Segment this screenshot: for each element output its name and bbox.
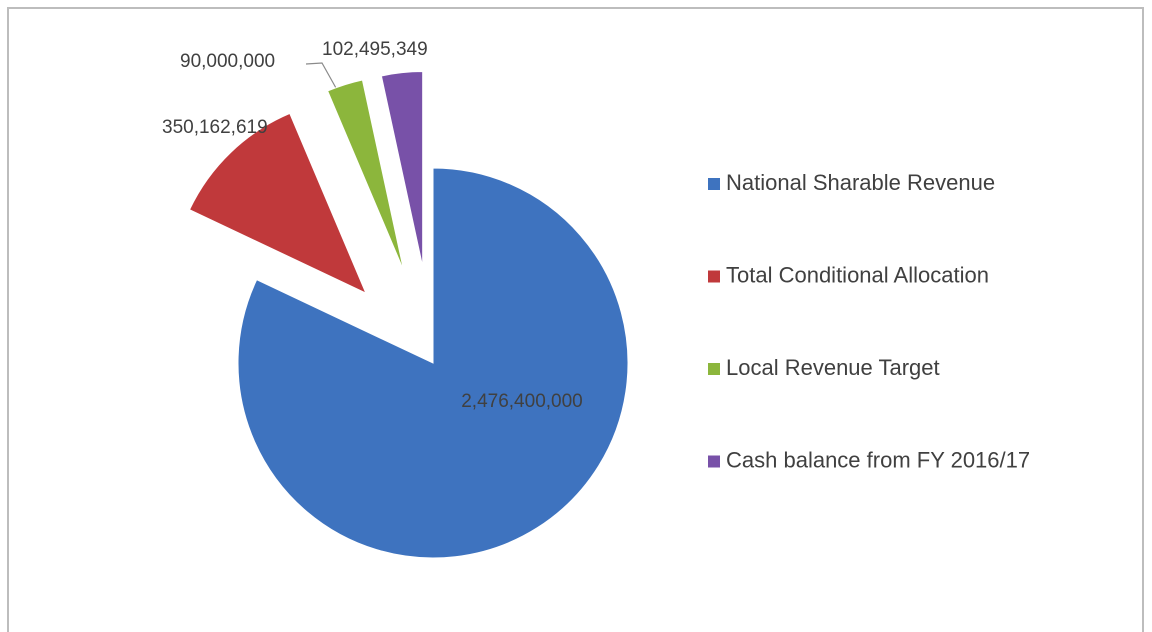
legend-label: Local Revenue Target [726,355,940,380]
data-label: 90,000,000 [180,51,275,72]
data-label: 2,476,400,000 [461,391,583,412]
data-label: 350,162,619 [162,117,268,138]
legend-swatch [708,363,720,375]
legend-label: Cash balance from FY 2016/17 [726,447,1030,472]
pie-slice [380,71,424,267]
pie-slice [237,167,629,559]
leader-line [305,62,337,89]
legend-label: National Sharable Revenue [726,170,995,195]
legend-label: Total Conditional Allocation [726,262,989,287]
legend-swatch [708,178,720,190]
pie-slice [188,112,367,295]
data-label: 102,495,349 [322,39,428,60]
legend-swatch [708,270,720,283]
legend-swatch [708,455,720,468]
pie-slice [326,79,405,271]
